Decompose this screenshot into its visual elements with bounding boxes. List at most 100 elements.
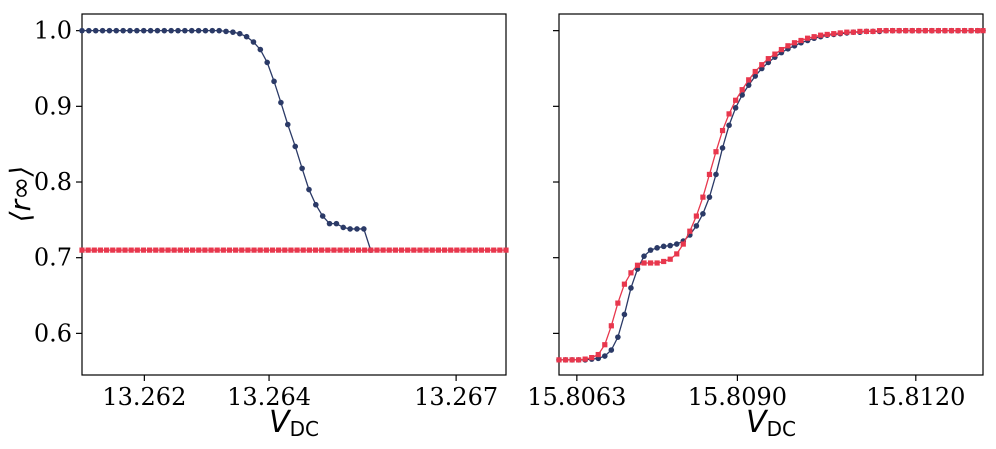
data-point (294, 247, 300, 253)
data-point (110, 247, 116, 253)
data-point (120, 27, 126, 34)
data-point (621, 281, 628, 287)
data-point (772, 51, 778, 57)
y-tick-label: 1.0 (34, 17, 72, 45)
data-point (745, 82, 752, 88)
data-point (128, 247, 134, 253)
data-point (647, 247, 654, 253)
data-point (759, 62, 765, 68)
data-point (209, 27, 216, 34)
data-point (243, 33, 250, 40)
data-point (844, 29, 850, 35)
data-point (589, 354, 595, 361)
data-point (942, 28, 948, 34)
data-point (312, 247, 319, 253)
data-point (876, 28, 883, 34)
data-point (127, 27, 133, 34)
series-0 (79, 27, 374, 253)
data-point (251, 247, 257, 253)
data-point (732, 105, 739, 111)
data-point (354, 226, 360, 232)
series-0 (556, 27, 986, 363)
data-point (134, 27, 140, 34)
data-point (870, 28, 876, 35)
left-ylabel: ⟨r∞⟩ (4, 166, 37, 223)
x-tick-label: 13.264 (227, 383, 311, 411)
data-point (556, 357, 562, 363)
data-point (306, 186, 312, 193)
data-point (361, 226, 367, 232)
data-point (968, 28, 974, 34)
data-point (863, 28, 870, 35)
data-point (122, 247, 128, 253)
data-point (733, 97, 739, 103)
x-tick-label: 15.8120 (866, 383, 965, 411)
data-point (116, 247, 122, 253)
data-point (608, 347, 615, 353)
data-point (216, 27, 222, 34)
right-xlabel: VDC (746, 405, 796, 441)
data-point (680, 241, 686, 247)
y-tick-label: 0.6 (34, 319, 72, 347)
data-point (282, 247, 288, 253)
data-point (837, 30, 843, 36)
data-point (687, 228, 693, 234)
data-point (86, 27, 92, 34)
data-point (319, 247, 325, 253)
data-point (355, 247, 362, 253)
x-tick-label: 13.267 (414, 383, 498, 411)
data-point (961, 28, 968, 34)
left-xlabel-sub: DC (290, 417, 319, 441)
data-point (955, 28, 961, 34)
data-point (91, 247, 97, 253)
data-point (276, 247, 282, 253)
data-point (140, 247, 147, 253)
data-point (608, 323, 614, 329)
right-xlabel-sub: DC (767, 417, 796, 441)
data-point (909, 28, 915, 34)
data-point (641, 253, 647, 259)
data-point (99, 27, 106, 34)
data-point (576, 357, 582, 363)
data-point (824, 31, 830, 38)
data-point (306, 247, 312, 253)
data-point (368, 247, 374, 253)
data-point (706, 171, 713, 178)
data-point (719, 145, 726, 151)
data-point (175, 27, 181, 34)
data-point (818, 32, 824, 38)
data-point (641, 260, 647, 266)
series-line (559, 29, 983, 361)
right-series-group (556, 27, 986, 363)
left-ticks: 13.262 13.264 13.267 0.6 0.7 0.8 0.9 1.0 (34, 17, 498, 411)
data-point (654, 245, 660, 251)
data-point (739, 87, 745, 93)
data-point (154, 27, 161, 34)
data-point (693, 223, 700, 229)
data-point (472, 247, 478, 253)
data-point (411, 247, 417, 253)
x-tick-label: 13.262 (102, 383, 186, 411)
data-point (362, 247, 368, 253)
data-point (435, 247, 442, 253)
data-point (417, 247, 423, 253)
data-point (706, 194, 713, 200)
left-panel: 13.262 13.264 13.267 0.6 0.7 0.8 0.9 1.0 VDC ⟨r… (4, 13, 509, 441)
data-point (103, 247, 110, 253)
data-point (448, 247, 454, 253)
data-point (405, 247, 411, 253)
data-point (850, 29, 856, 35)
data-point (466, 247, 472, 253)
data-point (713, 149, 719, 155)
data-point (326, 220, 333, 227)
data-point (719, 127, 726, 134)
series-line (559, 29, 983, 361)
data-point (441, 247, 448, 253)
data-point (313, 201, 319, 208)
data-point (195, 27, 202, 34)
data-point (288, 247, 294, 253)
data-point (340, 224, 347, 231)
data-point (739, 92, 745, 98)
data-point (752, 68, 758, 75)
data-point (929, 28, 935, 34)
